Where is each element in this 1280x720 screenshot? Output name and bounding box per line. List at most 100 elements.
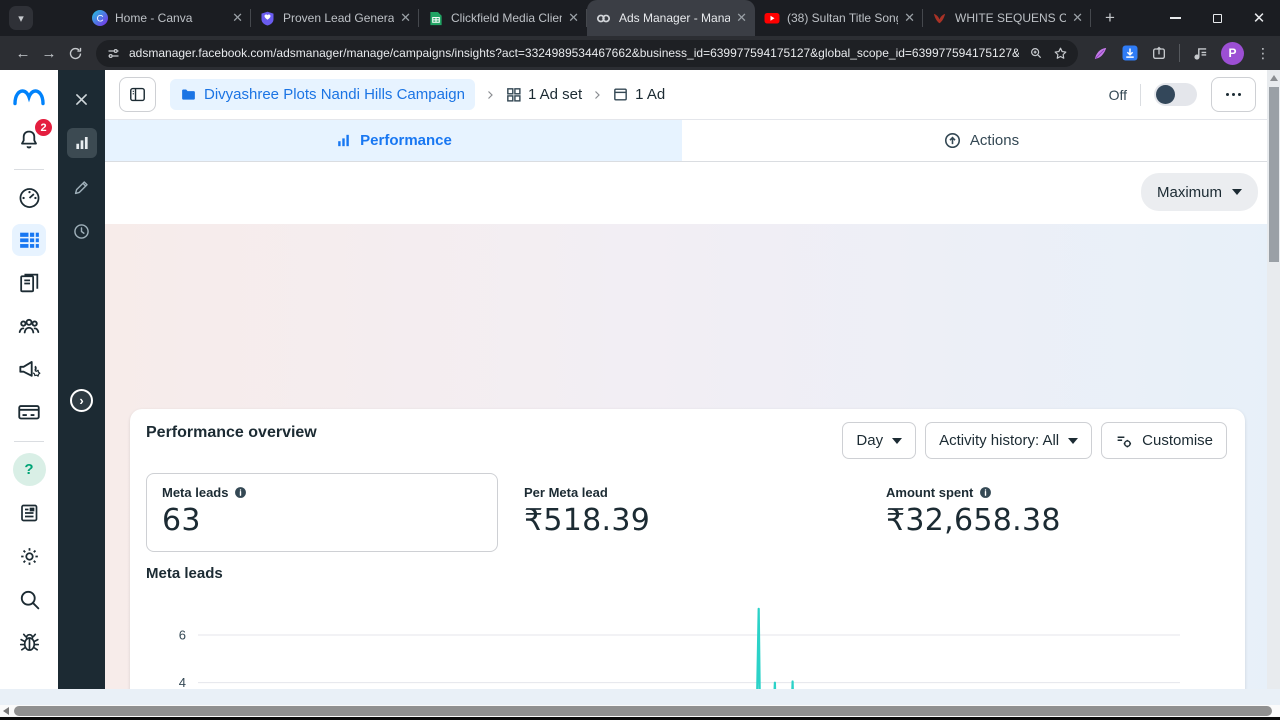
forward-icon[interactable]: →	[36, 40, 62, 66]
day-dropdown[interactable]: Day	[842, 422, 916, 459]
browser-tab[interactable]: WHITE SEQUENS CUTDAN✕	[923, 0, 1091, 36]
sidebar-item-gauge[interactable]	[12, 181, 46, 213]
horizontal-scrollbar[interactable]	[0, 705, 1280, 717]
sidebar-item-table[interactable]	[12, 224, 46, 256]
sidebar-item-help[interactable]: ?	[13, 453, 46, 486]
metric-card[interactable]: Meta leads63	[146, 473, 498, 552]
browser-tab[interactable]: Clickfield Media Clients - G✕	[419, 0, 587, 36]
expand-rail-button[interactable]: ›	[70, 389, 93, 412]
sidebar-item-people[interactable]	[12, 310, 46, 342]
maximize-button[interactable]	[1196, 0, 1238, 36]
maximum-dropdown[interactable]: Maximum	[1141, 173, 1258, 211]
sidebar-item-bug[interactable]	[12, 626, 46, 658]
metrics-row: Meta leads63Per Meta lead₹518.39Amount s…	[146, 473, 1222, 552]
campaign-toggle[interactable]	[1154, 83, 1197, 106]
sidebar-item-search[interactable]	[12, 583, 46, 615]
ads-manager-main: Divyashree Plots Nandi Hills Campaign 1 …	[105, 70, 1280, 689]
site-settings-icon[interactable]	[106, 46, 121, 61]
tab-close-icon[interactable]: ✕	[400, 10, 411, 26]
tab-actions[interactable]: Actions	[682, 120, 1280, 161]
activity-history-dropdown[interactable]: Activity history: All	[925, 422, 1092, 459]
browser-tabstrip: ▾ CHome - Canva✕Proven Lead Generation S…	[0, 0, 1280, 36]
reload-icon[interactable]	[62, 40, 88, 66]
bird-icon	[931, 10, 948, 27]
divider	[1140, 84, 1141, 106]
tab-close-icon[interactable]: ✕	[568, 10, 579, 26]
meta-sidebar: 2?	[0, 70, 58, 689]
star-icon[interactable]	[1053, 46, 1068, 61]
download-extension-icon[interactable]	[1121, 44, 1139, 62]
browser-tab[interactable]: Ads Manager - Manage ad✕	[587, 0, 755, 36]
maximum-band: Maximum	[105, 162, 1280, 224]
metric-card[interactable]: Amount spent ₹32,658.38	[870, 473, 1222, 552]
sidebar-item-meta-logo[interactable]	[12, 81, 46, 113]
browser-tab[interactable]: (38) Sultan Title Song | Sal ✕	[755, 0, 923, 36]
rail-item-pencil[interactable]	[67, 172, 97, 202]
insights-background: Performance overview Day Activity histor…	[105, 224, 1280, 689]
extension-box-icon[interactable]	[1151, 45, 1167, 61]
zoom-in-icon[interactable]	[1029, 46, 1043, 60]
svg-text:6: 6	[179, 628, 186, 643]
minimize-button[interactable]	[1154, 0, 1196, 36]
meta-leads-chart[interactable]: 024610 Aug 202219 May 202325 Feb 20243 D…	[130, 591, 1245, 689]
metric-card[interactable]: Per Meta lead₹518.39	[508, 473, 860, 552]
more-options-button[interactable]	[1211, 77, 1256, 112]
sidebar-item-bell[interactable]: 2	[12, 124, 46, 156]
vertical-scrollbar[interactable]	[1267, 70, 1280, 689]
breadcrumb-ad[interactable]: 1 Ad	[612, 86, 665, 103]
feather-extension-icon[interactable]	[1092, 45, 1109, 62]
metric-label: Amount spent	[886, 485, 1206, 500]
browser-tab[interactable]: Proven Lead Generation St✕	[251, 0, 419, 36]
tab-close-icon[interactable]: ✕	[232, 10, 243, 26]
sheets-icon	[427, 10, 444, 27]
rail-item-close[interactable]	[67, 84, 97, 114]
tab-title: (38) Sultan Title Song | Sal	[787, 11, 898, 25]
rail-item-clock[interactable]	[67, 216, 97, 246]
app-header: Divyashree Plots Nandi Hills Campaign 1 …	[105, 70, 1280, 120]
toggle-panel-button[interactable]	[119, 77, 156, 112]
new-tab-button[interactable]: +	[1097, 5, 1123, 31]
profile-avatar[interactable]: P	[1221, 42, 1244, 65]
chevron-down-icon	[892, 438, 902, 444]
tab-performance[interactable]: Performance	[105, 120, 682, 161]
svg-text:C: C	[96, 13, 103, 24]
tab-search-icon[interactable]: ▾	[9, 6, 33, 30]
browser-tab[interactable]: C Home - Canva ✕	[83, 0, 251, 36]
info-icon[interactable]	[979, 486, 992, 499]
notification-badge: 2	[35, 119, 52, 136]
sidebar-divider	[14, 441, 44, 442]
back-icon[interactable]: ←	[10, 40, 36, 66]
performance-overview-card: Performance overview Day Activity histor…	[130, 409, 1245, 689]
customise-button[interactable]: Customise	[1101, 422, 1227, 459]
address-bar[interactable]: adsmanager.facebook.com/adsmanager/manag…	[96, 40, 1078, 67]
sidebar-item-megaphone[interactable]	[12, 353, 46, 385]
tab-close-icon[interactable]: ✕	[904, 10, 915, 26]
close-window-button[interactable]: ✕	[1238, 0, 1280, 36]
breadcrumb-campaign[interactable]: Divyashree Plots Nandi Hills Campaign	[170, 79, 475, 110]
tab-title: Home - Canva	[115, 11, 226, 25]
browser-menu-icon[interactable]: ⋮	[1256, 45, 1266, 62]
browser-toolbar: ← → adsmanager.facebook.com/adsmanager/m…	[0, 36, 1280, 70]
view-tabs: Performance Actions	[105, 120, 1280, 162]
sidebar-item-card[interactable]	[12, 396, 46, 428]
status-label: Off	[1109, 87, 1127, 103]
sidebar-item-news[interactable]	[12, 497, 46, 529]
url-text[interactable]: adsmanager.facebook.com/adsmanager/manag…	[129, 46, 1019, 60]
metric-label: Per Meta lead	[524, 485, 844, 500]
campaign-name: Divyashree Plots Nandi Hills Campaign	[204, 86, 465, 103]
tab-close-icon[interactable]: ✕	[1072, 10, 1083, 26]
info-icon[interactable]	[234, 486, 247, 499]
metric-value: ₹32,658.38	[886, 503, 1206, 538]
extension-icons: P ⋮	[1092, 42, 1266, 65]
scroll-up-arrow-icon	[1270, 75, 1278, 81]
page-bottom-strip	[0, 689, 1280, 705]
sidebar-item-gear[interactable]	[12, 540, 46, 572]
media-controls-icon[interactable]	[1192, 45, 1209, 62]
horizontal-scroll-thumb	[14, 706, 1272, 716]
sliders-icon	[1115, 432, 1133, 450]
breadcrumb-adset[interactable]: 1 Ad set	[505, 86, 582, 103]
sidebar-item-docs[interactable]	[12, 267, 46, 299]
chevron-right-icon	[484, 89, 496, 101]
rail-item-chart-bars[interactable]	[67, 128, 97, 158]
tab-close-icon[interactable]: ✕	[736, 10, 747, 26]
